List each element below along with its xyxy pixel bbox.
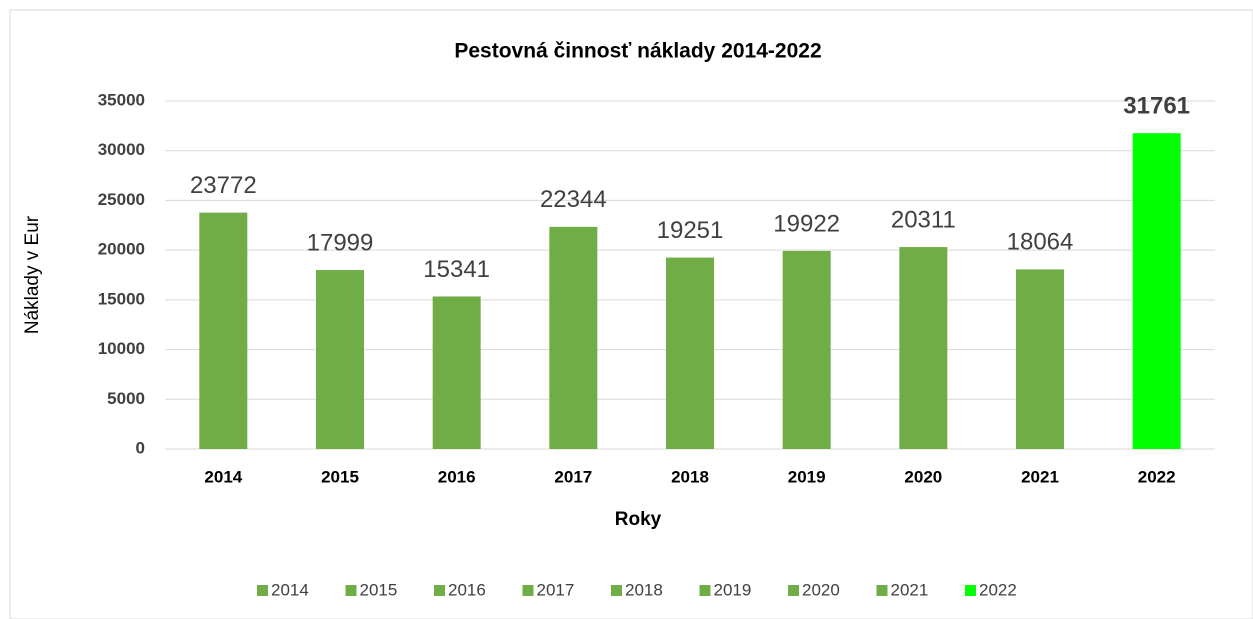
legend-swatch — [876, 585, 888, 596]
value-label: 22344 — [540, 186, 607, 213]
bar — [549, 226, 598, 449]
bar — [666, 257, 714, 449]
legend-swatch — [788, 585, 799, 596]
legend-label: 2020 — [802, 580, 840, 599]
bar — [199, 212, 248, 449]
value-label: 18064 — [1007, 229, 1074, 256]
y-tick-label: 30000 — [98, 140, 145, 159]
x-tick-label: 2018 — [671, 467, 709, 486]
x-tick-label: 2016 — [438, 467, 476, 486]
value-label: 19922 — [773, 210, 840, 237]
x-tick-label: 2017 — [554, 467, 592, 486]
y-tick-label: 5000 — [107, 389, 145, 408]
x-tick-label: 2015 — [321, 467, 359, 486]
legend-label: 2016 — [448, 580, 486, 599]
y-tick-label: 15000 — [98, 289, 145, 308]
value-label: 17999 — [307, 229, 374, 256]
legend-swatch — [965, 585, 976, 596]
legend-label: 2015 — [360, 580, 398, 599]
bar — [782, 250, 831, 449]
bar — [432, 296, 481, 449]
bar — [316, 270, 364, 449]
legend-swatch — [257, 585, 268, 596]
y-tick-label: 25000 — [98, 190, 145, 209]
chart-title: Pestovná činnosť náklady 2014-2022 — [454, 40, 821, 63]
y-tick-label: 10000 — [98, 339, 145, 358]
y-tick-label: 0 — [136, 438, 145, 457]
x-tick-label: 2020 — [904, 467, 942, 486]
value-label: 20311 — [891, 206, 956, 233]
x-axis-title: Roky — [615, 509, 662, 530]
legend-swatch — [522, 585, 534, 596]
x-tick-label: 2022 — [1138, 467, 1176, 486]
legend-swatch — [434, 585, 445, 596]
value-label: 31761 — [1123, 93, 1190, 120]
value-label: 23772 — [190, 172, 257, 199]
legend-label: 2018 — [625, 580, 663, 599]
y-tick-label: 35000 — [98, 90, 145, 109]
legend-swatch — [611, 585, 622, 596]
y-tick-label: 20000 — [98, 240, 145, 259]
x-tick-label: 2014 — [204, 467, 242, 486]
x-tick-label: 2021 — [1021, 467, 1059, 486]
legend-swatch — [699, 585, 711, 596]
bar — [1016, 269, 1064, 449]
value-label: 15341 — [423, 256, 490, 283]
y-axis-title: Náklady v Eur — [22, 215, 43, 334]
legend-label: 2022 — [979, 580, 1017, 599]
legend-swatch — [345, 585, 357, 596]
legend-label: 2014 — [271, 580, 309, 599]
x-tick-label: 2019 — [788, 467, 826, 486]
bar — [899, 247, 948, 449]
legend-label: 2021 — [891, 580, 929, 599]
legend-label: 2017 — [537, 580, 575, 599]
value-label: 19251 — [657, 217, 724, 244]
bar — [1132, 133, 1181, 450]
legend-label: 2019 — [714, 580, 752, 599]
